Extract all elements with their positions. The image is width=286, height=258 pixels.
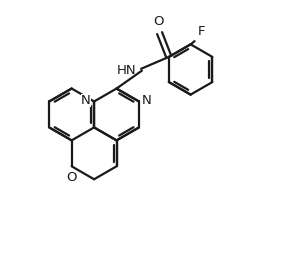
Text: O: O [153, 15, 164, 28]
Text: N: N [81, 94, 91, 108]
Text: F: F [198, 25, 205, 38]
Text: HN: HN [117, 64, 137, 77]
Text: N: N [142, 94, 152, 108]
Text: O: O [66, 171, 77, 184]
